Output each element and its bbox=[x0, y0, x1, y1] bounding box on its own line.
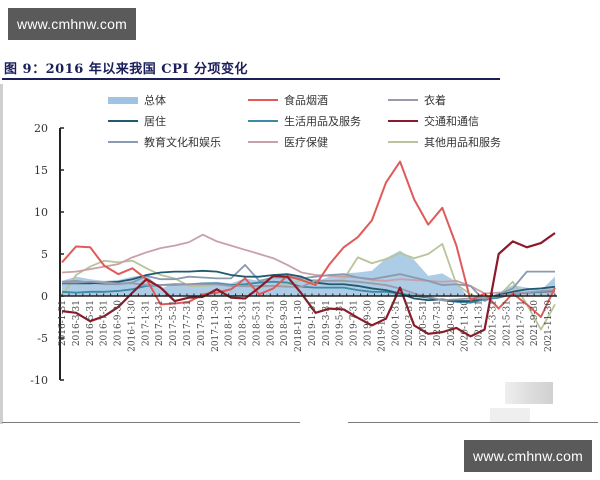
legend-item: 总体 bbox=[108, 92, 166, 108]
x-tick-label: 2018-1-31 bbox=[225, 300, 235, 346]
x-tick-label: 2020-1-31 bbox=[391, 300, 401, 346]
x-tick-label: 2019-11-30 bbox=[377, 300, 387, 352]
legend-item: 食品烟酒 bbox=[248, 92, 328, 108]
x-tick-label: 2017-3-31 bbox=[155, 300, 165, 346]
watermark-bottom: www.cmhnw.com bbox=[464, 440, 592, 472]
bottom-divider bbox=[2, 422, 300, 423]
legend-label: 食品烟酒 bbox=[284, 94, 328, 107]
bottom-divider-right bbox=[348, 422, 598, 423]
legend-item: 其他用品和服务 bbox=[388, 134, 501, 150]
legend-item: 居住 bbox=[108, 113, 166, 129]
title-divider bbox=[2, 78, 500, 80]
x-tick-label: 2018-7-31 bbox=[266, 300, 276, 346]
x-tick-label: 2020-3-31 bbox=[405, 300, 415, 346]
y-tick-label: 20 bbox=[34, 122, 48, 135]
legend-label: 医疗保健 bbox=[284, 136, 328, 149]
x-tick-label: 2019-7-31 bbox=[350, 300, 360, 346]
x-tick-label: 2020-7-31 bbox=[433, 300, 443, 346]
x-tick-label: 2021-5-31 bbox=[502, 300, 512, 346]
legend-swatch-icon bbox=[108, 120, 138, 122]
figure-title: 图 9：2016 年以来我国 CPI 分项变化 bbox=[4, 62, 249, 77]
x-tick-label: 2021-3-31 bbox=[489, 300, 499, 346]
legend-item: 生活用品及服务 bbox=[248, 113, 361, 129]
x-tick-label: 2018-11-30 bbox=[294, 300, 304, 352]
legend-label: 交通和通信 bbox=[424, 115, 479, 128]
x-tick-label: 2016-11-30 bbox=[127, 300, 137, 352]
x-tick-label: 2017-5-31 bbox=[169, 300, 179, 346]
watermark-top: www.cmhnw.com bbox=[8, 8, 136, 40]
x-tick-label: 2019-9-30 bbox=[364, 300, 374, 346]
x-tick-label: 2017-11-30 bbox=[211, 300, 221, 352]
x-tick-label: 2017-9-30 bbox=[197, 300, 207, 346]
x-tick-label: 2021-7-31 bbox=[516, 300, 526, 346]
legend-item: 交通和通信 bbox=[388, 113, 479, 129]
series-line bbox=[61, 280, 556, 304]
y-tick-label: -10 bbox=[30, 374, 48, 387]
legend-label: 其他用品和服务 bbox=[424, 136, 501, 149]
x-tick-label: 2018-5-31 bbox=[252, 300, 262, 346]
x-tick-label: 2016-7-31 bbox=[100, 300, 110, 346]
blurred-source-note bbox=[505, 382, 553, 404]
series-line bbox=[61, 160, 556, 318]
x-tick-label: 2020-5-31 bbox=[419, 300, 429, 346]
x-tick-label: 2021-11-30 bbox=[544, 300, 554, 352]
legend-swatch-icon bbox=[388, 141, 418, 143]
y-tick-label: 10 bbox=[34, 206, 48, 219]
legend-label: 衣着 bbox=[424, 94, 446, 107]
x-tick-label: 2018-9-30 bbox=[280, 300, 290, 346]
blurred-source-note-2 bbox=[490, 408, 530, 422]
x-tick-label: 2019-5-31 bbox=[336, 300, 346, 346]
legend-item: 衣着 bbox=[388, 92, 446, 108]
x-tick-label: 2020-9-30 bbox=[447, 300, 457, 346]
x-tick-label: 2019-3-31 bbox=[322, 300, 332, 346]
legend-swatch-icon bbox=[108, 96, 138, 104]
chart-legend: 总体 食品烟酒 衣着居住 生活用品及服务 交通和通信教育文化和娱乐 医疗保健 其他用品和服务 bbox=[108, 92, 508, 152]
legend-item: 教育文化和娱乐 bbox=[108, 134, 221, 150]
y-tick-label: -5 bbox=[37, 332, 48, 345]
y-tick-label: 15 bbox=[34, 164, 48, 177]
x-tick-label: 2019-1-31 bbox=[308, 300, 318, 346]
legend-item: 医疗保健 bbox=[248, 134, 328, 150]
legend-label: 教育文化和娱乐 bbox=[144, 136, 221, 149]
y-tick-label: 5 bbox=[41, 248, 48, 261]
y-tick-label: 0 bbox=[41, 290, 48, 303]
legend-swatch-icon bbox=[108, 141, 138, 143]
x-tick-label: 2016-9-30 bbox=[114, 300, 124, 346]
x-tick-label: 2018-3-31 bbox=[239, 300, 249, 346]
legend-swatch-icon bbox=[248, 141, 278, 143]
x-tick-label: 2017-7-31 bbox=[183, 300, 193, 346]
legend-swatch-icon bbox=[248, 99, 278, 101]
legend-label: 生活用品及服务 bbox=[284, 115, 361, 128]
legend-label: 居住 bbox=[144, 115, 166, 128]
page-left-edge bbox=[0, 84, 3, 424]
series-line bbox=[61, 232, 556, 338]
legend-label: 总体 bbox=[144, 94, 166, 107]
x-tick-label: 2021-1-31 bbox=[475, 300, 485, 346]
x-tick-label: 2016-5-31 bbox=[86, 300, 96, 346]
x-tick-label: 2021-9-30 bbox=[530, 300, 540, 346]
legend-swatch-icon bbox=[388, 120, 418, 122]
legend-swatch-icon bbox=[388, 99, 418, 101]
legend-swatch-icon bbox=[248, 120, 278, 122]
x-tick-label: 2020-11-30 bbox=[461, 300, 471, 352]
series-line bbox=[62, 269, 556, 302]
x-tick-label: 2016-3-31 bbox=[72, 300, 82, 346]
x-tick-label: 2017-1-31 bbox=[141, 300, 151, 346]
series-area-overall bbox=[62, 250, 555, 301]
x-tick-label: 2016-1-31 bbox=[58, 300, 68, 346]
